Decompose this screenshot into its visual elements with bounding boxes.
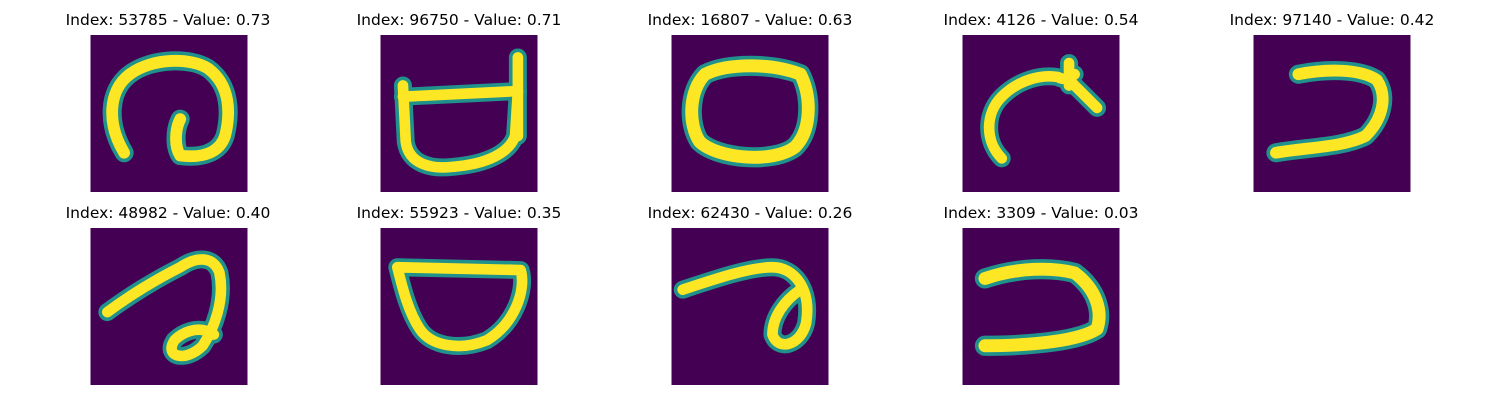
panel-title: Index: 62430 - Value: 0.26	[647, 204, 853, 222]
panel-title: Index: 4126 - Value: 0.54	[943, 11, 1139, 29]
character-image	[1253, 35, 1411, 192]
panel-title: Index: 3309 - Value: 0.03	[943, 204, 1139, 222]
character-image	[962, 35, 1120, 192]
panel-title: Index: 53785 - Value: 0.73	[65, 11, 271, 29]
panel-title: Index: 97140 - Value: 0.42	[1229, 11, 1435, 29]
character-image	[90, 228, 248, 385]
character-image	[671, 35, 829, 192]
panel-title: Index: 16807 - Value: 0.63	[647, 11, 853, 29]
panel-title: Index: 55923 - Value: 0.35	[356, 204, 562, 222]
character-image	[90, 35, 248, 192]
character-image	[671, 228, 829, 385]
panel-title: Index: 96750 - Value: 0.71	[356, 11, 562, 29]
panel-title: Index: 48982 - Value: 0.40	[65, 204, 271, 222]
character-image	[962, 228, 1120, 385]
character-image	[380, 35, 538, 192]
character-image	[380, 228, 538, 385]
